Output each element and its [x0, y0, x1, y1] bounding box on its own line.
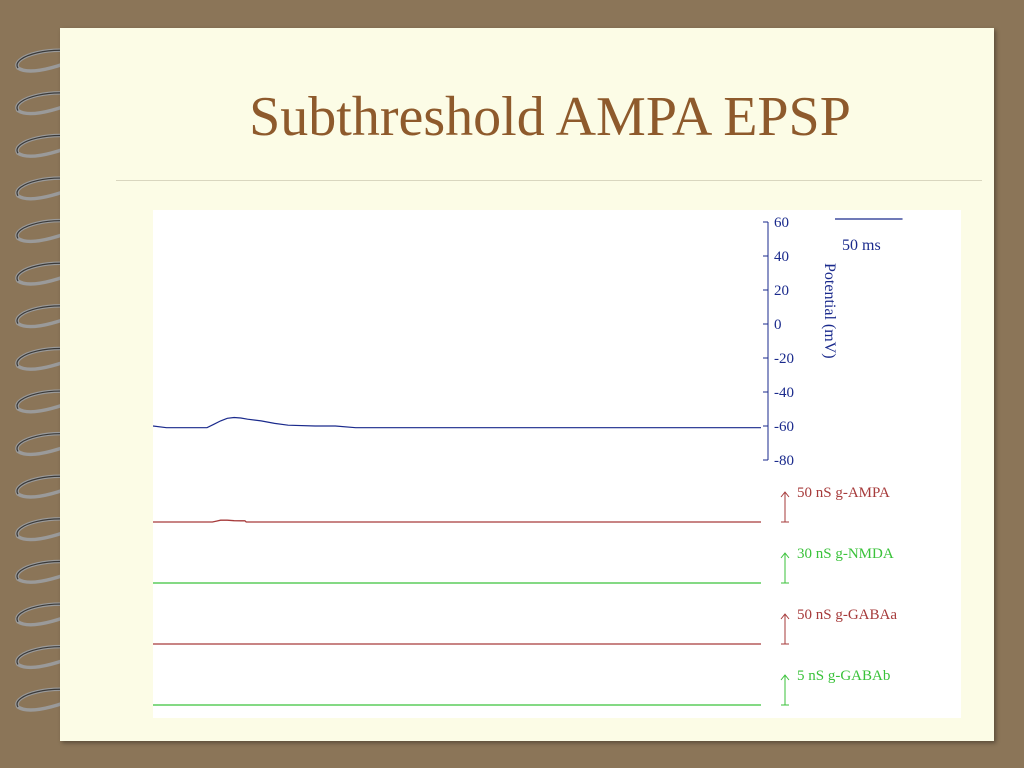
- scale-arrow-head: [780, 674, 790, 681]
- scale-arrow-head: [780, 613, 790, 620]
- y-tick-label: 40: [774, 249, 789, 265]
- conductance-trace-group: 50 nS g-GABAa: [153, 607, 897, 645]
- y-tick-label: -40: [774, 385, 794, 401]
- title-divider: [116, 180, 982, 181]
- y-tick-label: 60: [774, 215, 789, 231]
- scale-arrow-head: [780, 491, 790, 498]
- conductance-label: 50 nS g-AMPA: [797, 485, 890, 501]
- voltage-trace: [153, 416, 761, 429]
- y-tick-label: 20: [774, 283, 789, 299]
- plot-svg: 60 40 20 0 -20 -40 -60 -80 Potential (mV)50 ms 50…: [153, 215, 903, 706]
- y-axis-label: Potential (mV): [821, 263, 838, 359]
- y-tick-label: -60: [774, 419, 794, 435]
- voltage-axis: 60 40 20 0 -20 -40 -60 -80 Potential (mV): [763, 215, 838, 469]
- time-scale-bar: 50 ms: [835, 218, 903, 254]
- conductance-trace-group: 50 nS g-AMPA: [153, 485, 890, 523]
- y-tick-label: -20: [774, 351, 794, 367]
- scale-arrow-head: [780, 552, 790, 559]
- scale-bar-label: 50 ms: [842, 237, 881, 254]
- conductance-trace: [153, 519, 761, 523]
- conductance-label: 5 nS g-GABAb: [797, 668, 890, 684]
- conductance-label: 50 nS g-GABAa: [797, 607, 897, 623]
- conductance-trace-group: 30 nS g-NMDA: [153, 546, 894, 584]
- conductance-label: 30 nS g-NMDA: [797, 546, 894, 562]
- y-tick-label: -80: [774, 453, 794, 469]
- conductance-trace-group: 5 nS g-GABAb: [153, 668, 890, 706]
- simulation-plot: 60 40 20 0 -20 -40 -60 -80 Potential (mV) 50 ms 50…: [153, 210, 961, 718]
- slide-title: Subthreshold AMPA EPSP: [249, 86, 851, 148]
- y-tick-label: 0: [774, 317, 782, 333]
